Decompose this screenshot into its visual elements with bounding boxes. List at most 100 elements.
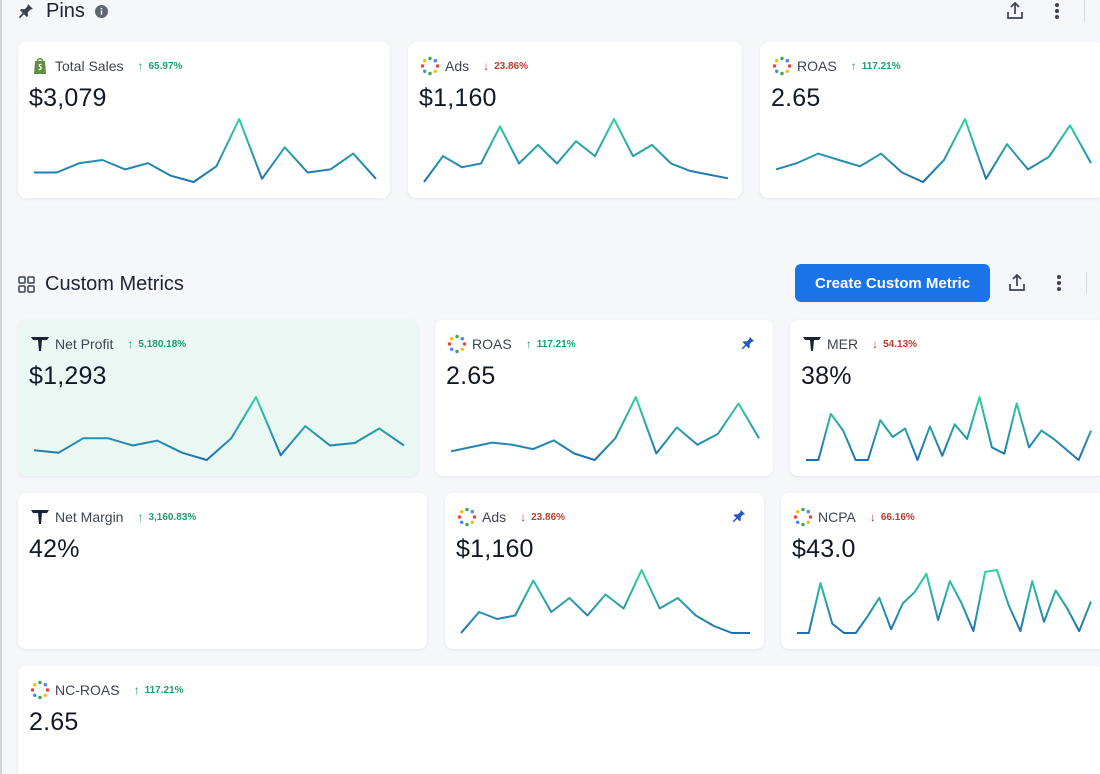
sparkline-series [34,118,377,183]
metric-card-header: MER ↓ 54.13% [802,334,917,354]
metric-value: 2.65 [771,84,821,112]
metric-change-badge: ↓ 66.16% [870,510,915,524]
grid-icon [18,275,35,293]
metric-card-header: NC-ROAS ↑ 117.21% [30,680,184,700]
metric-value: 2.65 [446,362,496,390]
arrow-down-icon: ↓ [520,510,527,524]
sparkline-chart [34,118,377,183]
triple-whale-icon [30,507,50,527]
sparkline-series [450,396,760,461]
metric-change-value: 117.21% [144,684,184,696]
dots-spinner-icon [447,334,467,354]
metric-change-value: 117.21% [861,60,901,72]
metric-change-badge: ↑ 5,180.18% [127,337,186,351]
metric-change-value: 3,160.83% [148,511,197,523]
metric-change-value: 5,180.18% [138,338,187,350]
sparkline-series [33,396,405,461]
sparkline-chart [775,118,1092,183]
pin-icon[interactable] [739,334,757,352]
metric-card-roas[interactable]: ROAS ↑ 117.21% 2.65 [760,42,1100,198]
metric-card-header: Net Margin ↑ 3,160.83% [30,507,196,527]
more-vertical-icon[interactable] [1044,268,1074,298]
share-icon[interactable] [1000,0,1030,26]
metric-change-badge: ↓ 23.86% [483,59,528,73]
metric-label: Ads [445,58,470,74]
sparkline-chart [423,118,729,183]
more-vertical-icon[interactable] [1042,0,1072,26]
metric-label: Total Sales [55,58,124,74]
metric-label: MER [827,336,859,352]
toolbar-divider [1084,0,1085,22]
metric-card-ads[interactable]: Ads ↓ 23.86% $1,160 [408,42,742,198]
metric-card-header: Net Profit ↑ 5,180.18% [30,334,186,354]
metric-change-badge: ↑ 117.21% [851,59,901,73]
dots-spinner-icon [420,56,440,76]
dots-spinner-icon [793,507,813,527]
sparkline-chart [450,396,760,461]
share-icon[interactable] [1002,268,1032,298]
pin-icon[interactable] [730,507,748,525]
metric-label: NCPA [818,509,856,525]
metric-value: 38% [801,362,852,390]
sparkline-series [797,569,1092,634]
metric-card-nc-roas[interactable]: NC-ROAS ↑ 117.21% 2.65 [18,666,1100,774]
metric-card-header: Ads ↓ 23.86% [420,56,528,76]
pins-header: Pins [18,0,108,24]
info-icon[interactable] [94,4,108,18]
sparkline-chart [806,396,1092,461]
metric-value: 2.65 [29,708,79,736]
metric-change-value: 117.21% [536,338,576,350]
metric-card-header: ROAS ↑ 117.21% [772,56,901,76]
metric-value: $3,079 [29,84,107,112]
metric-value: 42% [29,535,80,563]
custom-metrics-header: Custom Metrics [18,270,184,298]
metric-change-badge: ↑ 3,160.83% [137,510,196,524]
metric-label: ROAS [797,58,837,74]
metric-card-header: ROAS ↑ 117.21% [447,334,576,354]
metric-value: $1,160 [456,535,534,563]
sparkline-series [460,569,750,634]
arrow-up-icon: ↑ [137,59,144,73]
dots-spinner-icon [772,56,792,76]
metric-change-badge: ↑ 117.21% [526,337,576,351]
metric-change-badge: ↑ 117.21% [134,683,184,697]
triple-whale-icon [802,334,822,354]
metric-card-roas[interactable]: ROAS ↑ 117.21% 2.65 [435,320,773,476]
metric-label: Net Margin [55,509,124,525]
metric-card-header: NCPA ↓ 66.16% [793,507,915,527]
arrow-down-icon: ↓ [872,337,879,351]
arrow-up-icon: ↑ [137,510,144,524]
metric-card-ncpa[interactable]: NCPA ↓ 66.16% $43.0 [781,493,1100,649]
metric-card-net-profit[interactable]: Net Profit ↑ 5,180.18% $1,293 [18,320,418,476]
metric-card-net-margin[interactable]: Net Margin ↑ 3,160.83% 42% [18,493,427,649]
create-custom-metric-button[interactable]: Create Custom Metric [795,264,991,302]
metric-change-value: 23.86% [531,511,566,523]
metric-label: Ads [482,509,507,525]
metric-card-header: Ads ↓ 23.86% [457,507,565,527]
arrow-up-icon: ↑ [127,337,134,351]
pins-toolbar [1000,0,1085,26]
toolbar-divider [1086,272,1088,294]
sparkline-chart [460,569,750,634]
metric-label: Net Profit [55,336,114,352]
custom-metrics-toolbar: Create Custom Metric [795,264,1088,302]
metric-change-badge: ↓ 54.13% [872,337,917,351]
metric-card-ads[interactable]: Ads ↓ 23.86% $1,160 [445,493,764,649]
sparkline-chart [33,396,405,461]
dots-spinner-icon [30,680,50,700]
metric-card-total-sales[interactable]: Total Sales ↑ 65.97% $3,079 [18,42,390,198]
arrow-up-icon: ↑ [850,59,857,73]
metric-change-value: 65.97% [148,60,183,72]
sparkline-series [423,118,729,183]
metric-value: $1,160 [419,84,497,112]
metric-change-badge: ↓ 23.86% [520,510,565,524]
window-frame-edge [0,0,2,774]
metric-value: $1,293 [29,362,107,390]
metric-label: NC-ROAS [55,682,120,698]
arrow-down-icon: ↓ [483,59,490,73]
metric-change-value: 66.16% [880,511,915,523]
metric-change-badge: ↑ 65.97% [137,59,182,73]
metric-card-mer[interactable]: MER ↓ 54.13% 38% [790,320,1100,476]
metric-label: ROAS [472,336,512,352]
arrow-down-icon: ↓ [869,510,876,524]
